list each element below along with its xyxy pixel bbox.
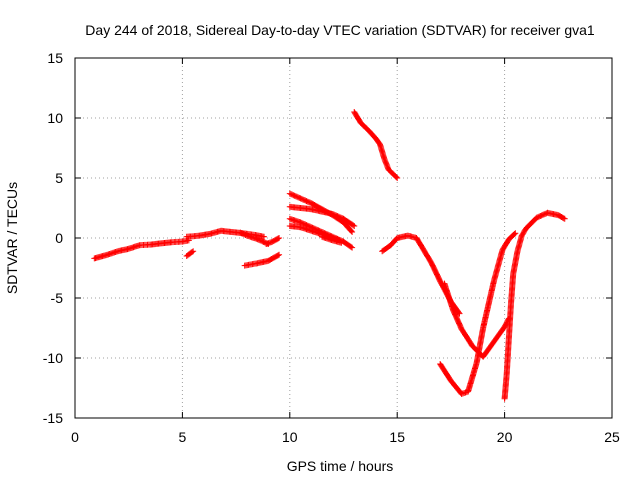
x-tick-label: 20	[497, 429, 513, 445]
data-point	[512, 230, 519, 237]
y-tick-label: -5	[51, 290, 64, 306]
y-tick-label: -10	[43, 350, 63, 366]
series-arc-15	[437, 230, 519, 397]
series-arc-2	[183, 248, 197, 259]
axis-ticks	[74, 57, 613, 419]
data-point	[190, 248, 197, 255]
x-tick-label: 10	[282, 429, 298, 445]
y-tick-label: 0	[55, 230, 63, 246]
y-axis-label: SDTVAR / TECUs	[4, 182, 20, 294]
data-point	[276, 251, 283, 258]
series-arc-5	[241, 251, 283, 269]
x-tick-label: 25	[604, 429, 620, 445]
series-arc-11	[319, 233, 345, 246]
y-tick-label: 5	[55, 170, 63, 186]
data-point	[189, 249, 196, 255]
data-point	[394, 175, 401, 181]
series-arc-12	[351, 109, 401, 181]
y-tick-label: -15	[43, 410, 63, 426]
data-point	[239, 230, 246, 237]
y-tick-label: 10	[47, 110, 63, 126]
data-point	[561, 215, 568, 222]
series-arc-6	[263, 235, 283, 247]
data-points	[91, 109, 568, 402]
data-point	[261, 233, 268, 240]
x-axis-label: GPS time / hours	[287, 458, 394, 474]
y-tick-label: 15	[47, 50, 63, 66]
data-point	[349, 244, 356, 251]
data-point	[274, 252, 281, 259]
data-point	[348, 228, 355, 235]
data-point	[237, 229, 244, 236]
tick-labels: 0 5 10 15 20 25 -15 -10 -5 0 5 10 15	[43, 50, 620, 445]
x-tick-label: 5	[179, 429, 187, 445]
data-point	[274, 235, 281, 242]
data-point	[241, 231, 248, 238]
data-point	[238, 230, 245, 237]
data-point	[560, 215, 567, 222]
data-point	[511, 231, 518, 238]
series-arc-8	[286, 203, 358, 229]
data-point	[276, 235, 283, 241]
data-point	[350, 222, 357, 229]
series-arc-1	[91, 237, 192, 262]
data-point	[351, 223, 358, 229]
series-arc-16	[501, 209, 568, 402]
data-point	[348, 243, 355, 250]
data-point	[393, 174, 400, 181]
chart-title: Day 244 of 2018, Sidereal Day-to-day VTE…	[85, 22, 595, 38]
data-point	[349, 229, 356, 235]
grid-lines	[75, 58, 612, 418]
x-tick-label: 15	[389, 429, 405, 445]
x-tick-label: 0	[71, 429, 79, 445]
data-point	[338, 239, 345, 246]
